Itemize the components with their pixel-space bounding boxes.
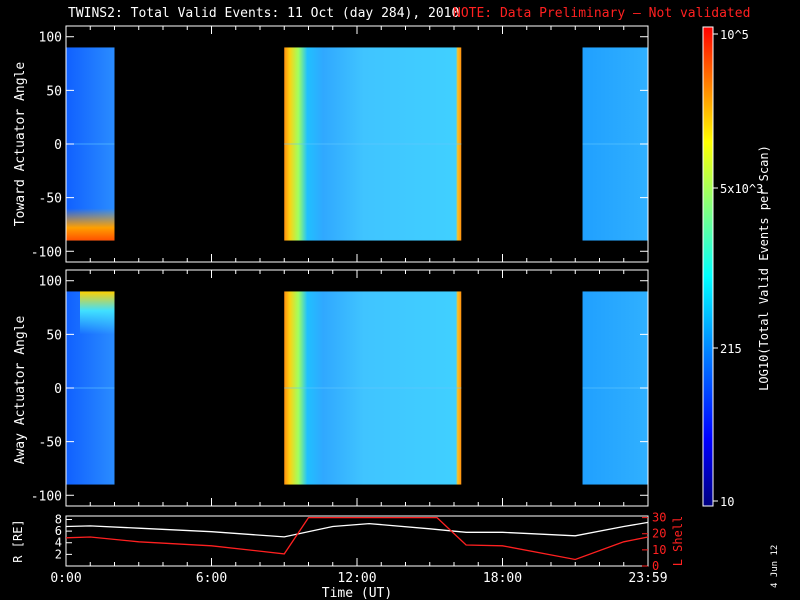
ytick-label: -50 <box>39 436 62 451</box>
ytick-label: 100 <box>39 275 62 290</box>
ytick-label: 100 <box>39 31 62 46</box>
ytick-label: 50 <box>46 328 62 343</box>
heatmap-away <box>66 291 648 485</box>
colorbar-tick-label: 10 <box>720 495 734 509</box>
high-flux-region <box>66 208 115 241</box>
orbit-lines <box>65 516 649 561</box>
ytick-label-lshell: 10 <box>652 543 666 557</box>
ytick-label-lshell: 0 <box>652 559 659 573</box>
ytick-label: 0 <box>54 138 62 153</box>
xlabel-time: Time (UT) <box>322 586 392 600</box>
title-main: TWINS2: Total Valid Events: 11 Oct (day … <box>68 6 460 21</box>
ytick-label-r: 2 <box>55 547 62 561</box>
panel-away: 100 50 0 -50 -100 Away Actuator Angle <box>13 269 649 507</box>
ytick-label: 50 <box>46 84 62 99</box>
colorbar: 10 215 5x10^3 10^5 LOG10(Total Valid Events… <box>702 26 771 509</box>
xtick-label: 23:59 <box>628 571 667 586</box>
xtick-label: 12:00 <box>337 571 376 586</box>
ylabel-away: Away Actuator Angle <box>13 315 28 464</box>
heatmap-toward <box>66 47 648 241</box>
title-note: NOTE: Data Preliminary — Not validated <box>453 6 751 21</box>
series-r <box>65 521 649 538</box>
colorbar-tick-label: 5x10^3 <box>720 182 763 196</box>
ytick-label: -50 <box>39 192 62 207</box>
xtick-label: 0:00 <box>50 571 81 586</box>
colorbar-tick-label: 215 <box>720 342 742 356</box>
ytick-label-lshell: 20 <box>652 527 666 541</box>
ylabel-r: R [RE] <box>11 519 25 562</box>
colorbar-ticks: 10 215 5x10^3 10^5 <box>713 28 763 509</box>
ytick-label: -100 <box>31 245 62 260</box>
ytick-label-r: 6 <box>55 524 62 538</box>
high-flux-region <box>80 291 115 335</box>
panel-toward: 100 50 0 -50 -100 Toward Actuator Angle <box>13 25 649 263</box>
ytick-label-r: 8 <box>55 512 62 526</box>
date-stamp: 4 Jun 12 <box>770 544 780 588</box>
colorbar-label: LOG10(Total Valid Events per Scan) <box>757 145 771 391</box>
ytick-label-lshell: 30 <box>652 511 666 525</box>
ytick-label: -100 <box>31 489 62 504</box>
ylabel-toward: Toward Actuator Angle <box>13 62 28 227</box>
ytick-label: 0 <box>54 382 62 397</box>
series-lshell <box>65 516 649 561</box>
ylabel-lshell: L Shell <box>671 516 685 567</box>
colorbar-tick-label: 10^5 <box>720 28 749 42</box>
xtick-label: 6:00 <box>196 571 227 586</box>
xtick-label: 18:00 <box>483 571 522 586</box>
panel-toward-yticks: 100 50 0 -50 -100 <box>31 26 649 262</box>
panel-away-yticks: 100 50 0 -50 -100 <box>31 270 649 506</box>
ytick-label-r: 4 <box>55 536 62 550</box>
colorbar-gradient <box>702 26 714 507</box>
